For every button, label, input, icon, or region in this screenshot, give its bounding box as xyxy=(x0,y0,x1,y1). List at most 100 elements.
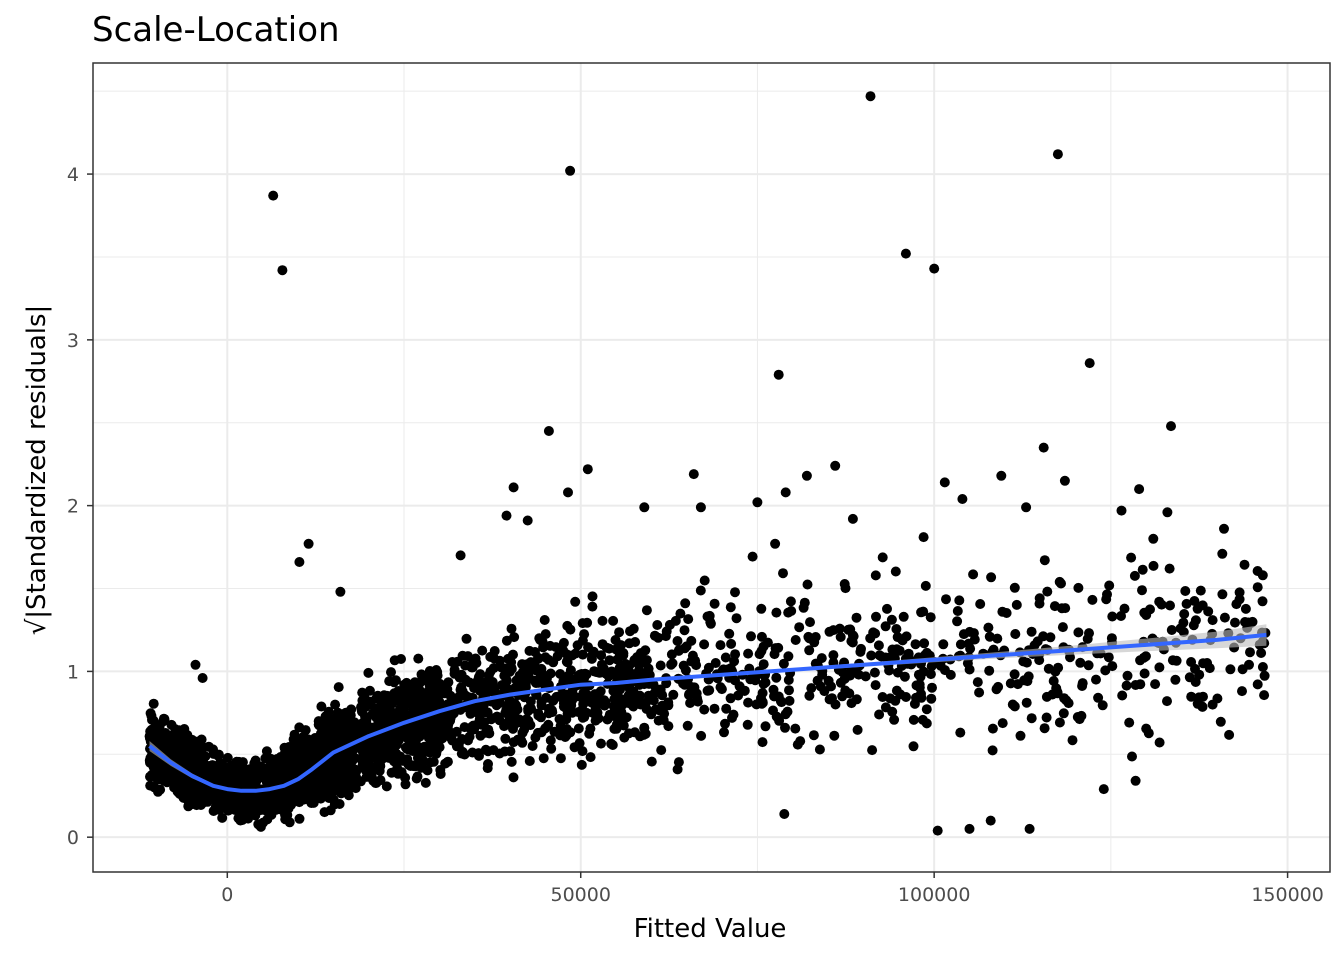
data-point xyxy=(428,756,439,767)
data-point xyxy=(746,631,756,642)
data-point xyxy=(1230,617,1240,628)
data-point xyxy=(522,515,533,526)
data-point xyxy=(312,745,323,756)
data-point xyxy=(494,715,505,726)
data-point xyxy=(433,697,444,708)
data-point xyxy=(417,672,428,682)
data-point xyxy=(783,651,794,662)
data-point xyxy=(870,680,881,691)
data-point xyxy=(595,686,606,697)
data-point xyxy=(381,781,392,792)
data-point xyxy=(983,622,994,633)
data-point xyxy=(790,635,801,645)
data-point xyxy=(170,724,181,735)
data-point xyxy=(319,807,330,818)
data-point xyxy=(724,628,735,639)
data-point xyxy=(546,705,557,716)
data-point xyxy=(768,684,779,695)
data-point xyxy=(804,690,815,701)
data-point xyxy=(897,635,908,646)
data-point xyxy=(1225,664,1236,675)
data-point xyxy=(885,652,896,663)
data-point xyxy=(670,615,681,626)
data-point xyxy=(1139,668,1150,679)
data-point xyxy=(810,632,821,642)
data-point xyxy=(1180,586,1191,596)
data-point xyxy=(251,776,262,787)
data-point xyxy=(586,653,597,664)
data-point xyxy=(508,482,519,493)
data-point xyxy=(268,190,279,201)
data-point xyxy=(1234,587,1245,598)
data-point xyxy=(534,633,545,644)
data-point xyxy=(426,686,437,697)
data-point xyxy=(1011,599,1022,610)
data-point xyxy=(770,538,781,549)
data-point xyxy=(891,624,902,634)
data-point xyxy=(303,538,314,549)
data-point xyxy=(898,611,909,622)
data-point xyxy=(974,687,985,698)
data-point xyxy=(517,667,528,678)
data-point xyxy=(1129,570,1140,581)
data-point xyxy=(1186,691,1197,702)
data-point xyxy=(411,773,422,784)
data-point xyxy=(1141,610,1152,620)
data-point xyxy=(1137,564,1148,575)
data-point xyxy=(330,699,341,710)
data-point xyxy=(576,705,587,716)
data-point xyxy=(865,633,876,644)
data-point xyxy=(319,776,330,787)
data-point xyxy=(607,740,618,750)
data-point xyxy=(435,769,446,779)
data-point xyxy=(598,663,609,674)
data-point xyxy=(684,690,694,700)
data-point xyxy=(1009,582,1020,593)
data-point xyxy=(206,768,217,779)
data-point xyxy=(709,703,720,714)
data-point xyxy=(908,714,919,725)
data-point xyxy=(1058,708,1069,719)
data-point xyxy=(1024,823,1035,834)
data-point xyxy=(539,615,550,625)
data-point xyxy=(673,757,684,768)
plot-panel xyxy=(92,62,1331,873)
data-point xyxy=(770,643,781,654)
data-point xyxy=(261,746,272,757)
data-point xyxy=(1154,737,1165,748)
data-point xyxy=(488,663,499,674)
axis-ticks: 0 50000 100000 150000 0 1 2 3 4 xyxy=(67,164,1324,906)
data-point xyxy=(1126,552,1137,563)
data-point xyxy=(1045,632,1056,643)
data-point xyxy=(509,632,520,643)
data-point xyxy=(743,648,754,659)
data-point xyxy=(1121,680,1132,691)
data-point xyxy=(799,597,810,608)
data-point xyxy=(315,793,326,804)
data-point xyxy=(533,710,544,721)
data-point xyxy=(929,263,940,274)
data-point xyxy=(779,809,790,819)
data-point xyxy=(648,679,659,690)
data-point xyxy=(473,748,484,759)
data-point xyxy=(570,596,581,607)
data-point xyxy=(576,672,586,682)
data-point xyxy=(154,732,165,743)
smooth-curve xyxy=(148,624,1267,793)
data-point xyxy=(582,617,593,628)
data-point xyxy=(987,745,998,756)
data-point xyxy=(814,744,825,755)
data-point xyxy=(525,720,536,731)
data-point xyxy=(641,605,652,616)
data-point xyxy=(333,716,344,727)
data-point xyxy=(726,638,737,649)
data-point xyxy=(996,470,1007,481)
data-point xyxy=(784,695,795,706)
data-point xyxy=(405,680,416,691)
data-point xyxy=(1042,586,1053,597)
data-point xyxy=(1015,730,1026,741)
data-point xyxy=(562,693,573,704)
data-point xyxy=(1009,669,1020,680)
data-point xyxy=(524,756,535,766)
data-point xyxy=(145,753,156,763)
